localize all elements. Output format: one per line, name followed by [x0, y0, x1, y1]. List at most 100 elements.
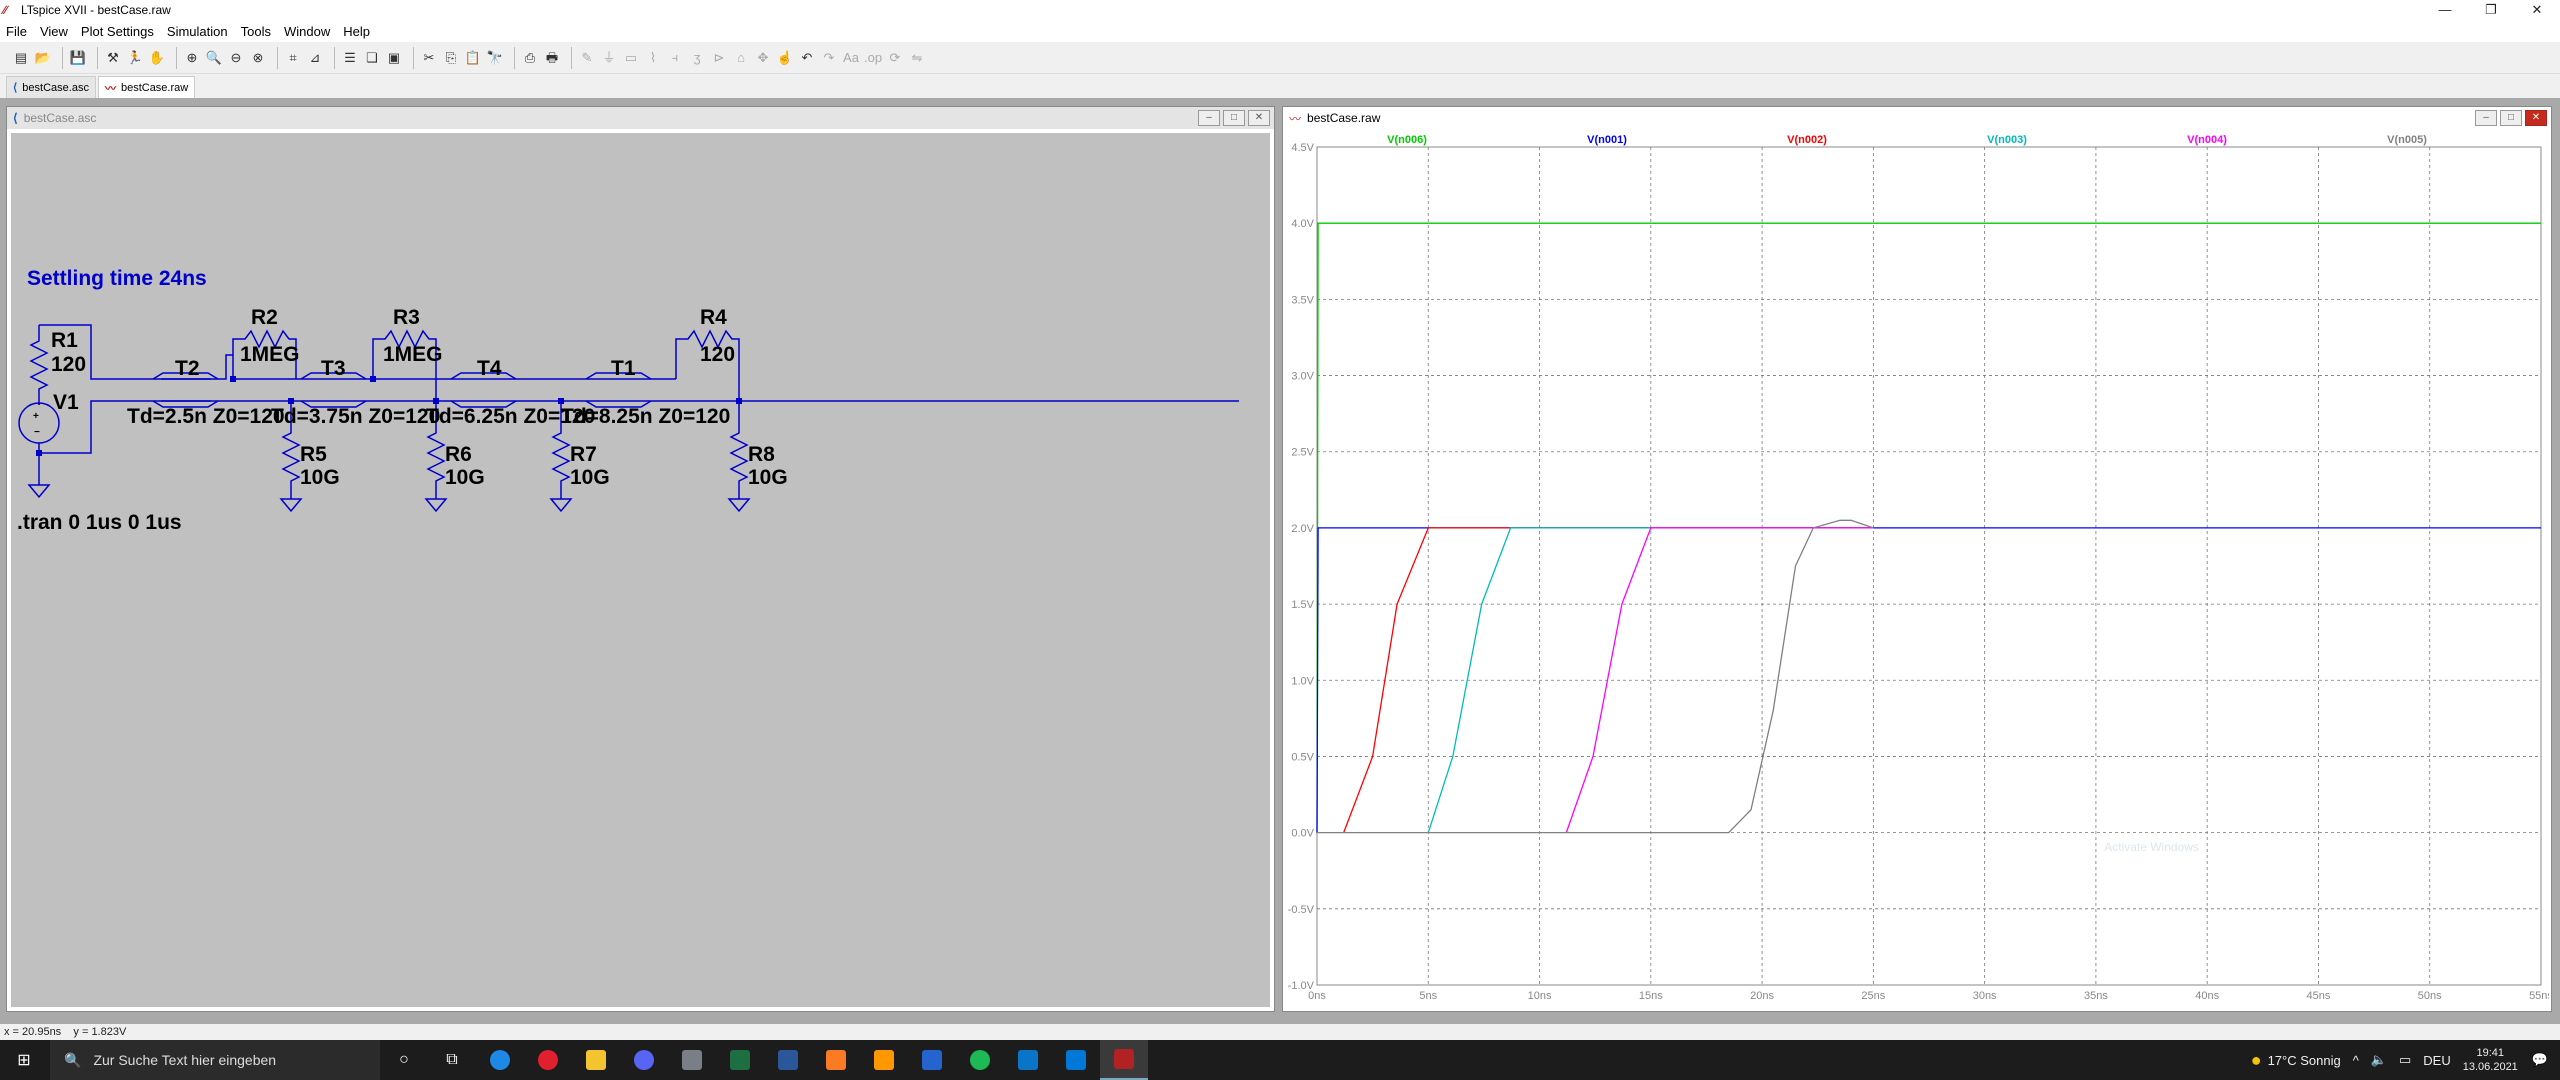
weather-text[interactable]: 17°C Sonnig: [2267, 1052, 2341, 1068]
notifications-icon[interactable]: 💬: [2531, 1052, 2548, 1067]
file-explorer-icon[interactable]: [572, 1040, 620, 1080]
spice-directive-icon[interactable]: .op: [864, 49, 883, 65]
minimize-button[interactable]: —: [2438, 2, 2452, 17]
component-ref-r8[interactable]: R8: [748, 443, 775, 466]
pan-icon[interactable]: 🔍: [205, 49, 223, 65]
legend-vn002[interactable]: V(n002): [1787, 134, 1827, 146]
component-ref-r6[interactable]: R6: [445, 443, 472, 466]
waveform-plot[interactable]: 4.5V 4.0V 3.5V 3.0V 2.5V 2.0V 1.5V 1.0V 0.5V 0.0V…: [1287, 133, 2553, 1007]
tab-waveform[interactable]: 〰 bestCase.raw: [97, 76, 196, 98]
tab-schematic[interactable]: ⟨ bestCase.asc: [6, 76, 96, 98]
component-ref-r1[interactable]: R1: [51, 329, 78, 352]
print-preview-icon[interactable]: ⎙: [524, 49, 536, 65]
close-button[interactable]: ✕: [1248, 110, 1270, 126]
component-value-t1[interactable]: Td=8.25n Z0=120: [561, 405, 730, 428]
drag-icon[interactable]: ☝: [776, 49, 794, 65]
edge-icon[interactable]: [476, 1040, 524, 1080]
network-icon[interactable]: ▭: [2399, 1052, 2412, 1067]
component-ref-t1[interactable]: T1: [611, 357, 636, 380]
menu-file[interactable]: File: [6, 23, 27, 39]
clock[interactable]: 19:41 13.06.2021: [2463, 1046, 2518, 1074]
component-ref-t2[interactable]: T2: [175, 357, 200, 380]
undo-icon[interactable]: ↶: [801, 49, 813, 65]
menu-plot-settings[interactable]: Plot Settings: [80, 23, 154, 39]
menu-tools[interactable]: Tools: [240, 23, 271, 39]
zoom-out-icon[interactable]: ⊖: [230, 49, 242, 65]
resistor-icon[interactable]: ⌇: [649, 49, 657, 65]
component-value-t4[interactable]: Td=6.25n Z0=120: [426, 405, 595, 428]
legend-vn001[interactable]: V(n001): [1587, 134, 1627, 146]
component-value-r7[interactable]: 10G: [570, 466, 610, 489]
zoom-fit-icon[interactable]: ⊗: [252, 49, 264, 65]
schematic-canvas[interactable]: + − Settling time 24ns .tran 0 1us 0 1us …: [11, 133, 1270, 1007]
move-icon[interactable]: ✥: [757, 49, 769, 65]
label-icon[interactable]: ▭: [624, 49, 638, 65]
task-view-icon[interactable]: ⧉: [446, 1051, 458, 1068]
start-button[interactable]: ⊞: [17, 1052, 31, 1069]
minimize-button[interactable]: –: [2475, 110, 2497, 126]
mirror-icon[interactable]: ⇋: [911, 49, 923, 65]
inductor-icon[interactable]: ʒ: [693, 49, 701, 65]
component-value-r5[interactable]: 10G: [300, 466, 340, 489]
todo-icon[interactable]: [908, 1040, 956, 1080]
ltspice-taskbar-icon[interactable]: [1100, 1040, 1148, 1080]
component-icon[interactable]: ⌂: [737, 49, 745, 65]
component-ref-t4[interactable]: T4: [477, 357, 502, 380]
excel-icon[interactable]: [716, 1040, 764, 1080]
component-value-t3[interactable]: Td=3.75n Z0=120: [271, 405, 440, 428]
component-value-r6[interactable]: 10G: [445, 466, 485, 489]
menu-simulation[interactable]: Simulation: [166, 23, 228, 39]
vscode-icon[interactable]: [1052, 1040, 1100, 1080]
sublime-icon[interactable]: [860, 1040, 908, 1080]
component-ref-r7[interactable]: R7: [570, 443, 597, 466]
close-button[interactable]: ✕: [2525, 110, 2547, 126]
tray-chevron-icon[interactable]: ^: [2352, 1052, 2359, 1068]
legend-vn003[interactable]: V(n003): [1987, 134, 2027, 146]
component-ref-r2[interactable]: R2: [251, 306, 278, 329]
component-ref-t3[interactable]: T3: [321, 357, 346, 380]
rotate-icon[interactable]: ⟳: [889, 49, 901, 65]
minimize-button[interactable]: –: [1198, 110, 1220, 126]
print-icon[interactable]: 🖶: [545, 49, 559, 65]
component-ref-r4[interactable]: R4: [700, 306, 727, 329]
wire-icon[interactable]: ✎: [581, 49, 593, 65]
redo-icon[interactable]: ↷: [823, 49, 835, 65]
open-icon[interactable]: 📂: [34, 49, 52, 65]
close-all-icon[interactable]: ▣: [387, 49, 401, 65]
text-icon[interactable]: Aa: [843, 49, 859, 65]
component-value-r8[interactable]: 10G: [748, 466, 788, 489]
maximize-button[interactable]: □: [2500, 110, 2522, 126]
copy-icon[interactable]: ⎘: [445, 49, 457, 65]
cortana-icon[interactable]: ○: [399, 1051, 409, 1068]
component-value-r4[interactable]: 120: [700, 343, 735, 366]
weather-icon[interactable]: ●: [2250, 1049, 2262, 1070]
save-icon[interactable]: 💾: [69, 49, 87, 65]
menu-window[interactable]: Window: [283, 23, 331, 39]
restore-button[interactable]: ❐: [2485, 2, 2497, 17]
close-button[interactable]: ✕: [2531, 2, 2543, 17]
tile-horizontal-icon[interactable]: ☰: [344, 49, 356, 65]
ground-icon[interactable]: ⏚: [602, 49, 616, 65]
photos-icon[interactable]: [1004, 1040, 1052, 1080]
volume-icon[interactable]: 🔈: [2370, 1052, 2387, 1067]
fft-icon[interactable]: ⊿: [309, 49, 321, 65]
paste-icon[interactable]: 📋: [464, 49, 482, 65]
legend-vn005[interactable]: V(n005): [2387, 134, 2427, 146]
new-schematic-icon[interactable]: ▤: [14, 49, 28, 65]
discord-icon[interactable]: [620, 1040, 668, 1080]
component-ref-v1[interactable]: V1: [53, 391, 79, 414]
capacitor-icon[interactable]: ⫞: [671, 49, 679, 65]
component-value-t2[interactable]: Td=2.5n Z0=120: [127, 405, 285, 428]
legend-vn004[interactable]: V(n004): [2187, 134, 2227, 146]
taskbar-search[interactable]: 🔍 Zur Suche Text hier eingeben: [50, 1040, 380, 1080]
opera-icon[interactable]: [524, 1040, 572, 1080]
diode-icon[interactable]: ⊳: [713, 49, 725, 65]
language-indicator[interactable]: DEU: [2423, 1052, 2451, 1068]
calculator-icon[interactable]: [668, 1040, 716, 1080]
spotify-icon[interactable]: [956, 1040, 1004, 1080]
run-icon[interactable]: 🏃: [126, 49, 144, 65]
menu-view[interactable]: View: [39, 23, 68, 39]
cascade-icon[interactable]: ❏: [366, 49, 378, 65]
component-value-r3[interactable]: 1MEG: [383, 343, 443, 366]
menu-help[interactable]: Help: [343, 23, 370, 39]
